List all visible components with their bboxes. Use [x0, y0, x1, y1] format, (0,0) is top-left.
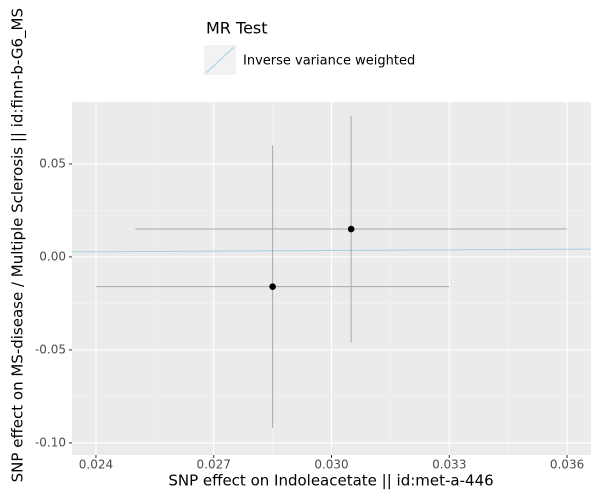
y-tick-label: -0.10 — [35, 435, 66, 449]
regression-line — [71, 248, 592, 253]
legend-title: MR Test — [206, 19, 268, 38]
x-tick-label: 0.036 — [550, 458, 584, 472]
x-tick-label: 0.024 — [79, 458, 113, 472]
legend-label: Inverse variance weighted — [243, 54, 415, 69]
x-axis-title: SNP effect on Indoleacetate || id:met-a-… — [168, 472, 493, 490]
y-tick-label: 0.05 — [39, 156, 66, 170]
y-axis-title: SNP effect on MS-disease / Multiple Scle… — [9, 8, 28, 482]
x-tick-label: 0.030 — [314, 458, 348, 472]
legend-key-line — [205, 46, 235, 74]
y-tick-label: -0.05 — [35, 342, 66, 356]
y-tick-label: 0.00 — [39, 249, 66, 263]
x-tick-label: 0.033 — [432, 458, 466, 472]
x-tick-label: 0.027 — [197, 458, 231, 472]
point — [347, 225, 355, 233]
point — [269, 283, 276, 290]
